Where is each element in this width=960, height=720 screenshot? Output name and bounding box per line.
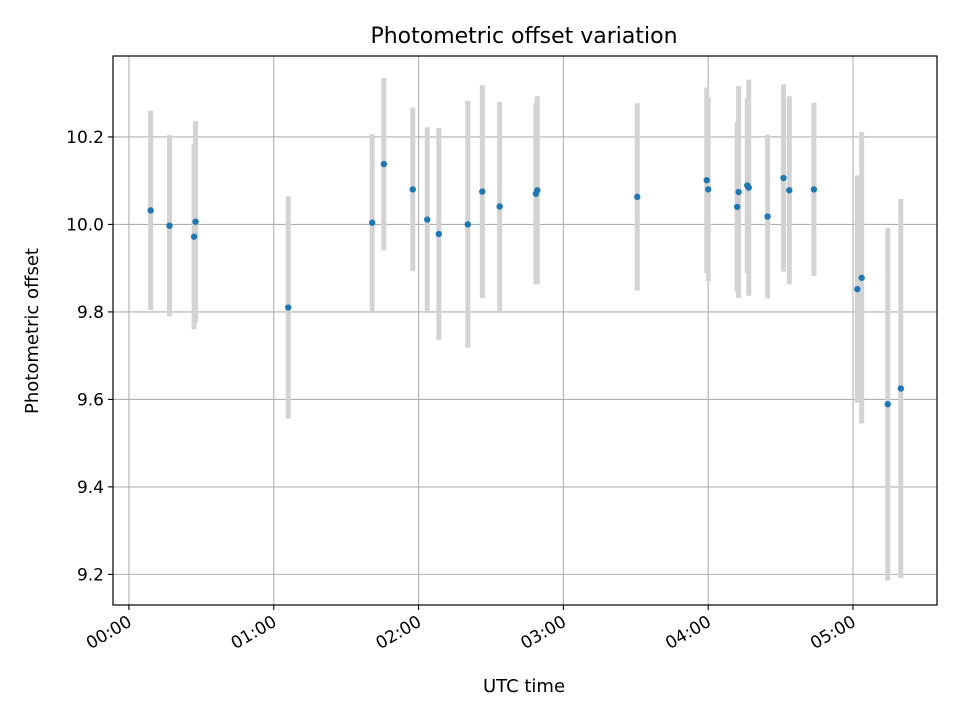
data-point <box>703 177 710 184</box>
data-point <box>192 218 199 225</box>
data-point <box>634 193 641 201</box>
x-axis-label: UTC time <box>483 676 565 697</box>
data-point <box>409 186 416 193</box>
data-point <box>786 187 793 194</box>
data-point <box>704 186 712 193</box>
y-axis-label: Photometric offset <box>22 248 43 414</box>
data-point <box>733 203 741 211</box>
y-tick-label: 9.8 <box>77 303 104 323</box>
data-point <box>858 274 865 281</box>
data-point <box>479 188 486 195</box>
y-tick-label: 9.6 <box>77 390 104 410</box>
data-point <box>190 233 198 240</box>
grid-layer <box>113 56 937 605</box>
data-point <box>897 385 904 392</box>
data-point <box>884 401 891 408</box>
data-point <box>435 230 443 238</box>
data-point <box>810 186 818 193</box>
data-point <box>380 160 388 168</box>
data-point <box>764 213 771 220</box>
y-tick-label: 10.0 <box>66 215 104 235</box>
data-point <box>496 203 503 210</box>
y-tick-label: 9.4 <box>77 478 104 498</box>
data-point <box>166 222 173 229</box>
y-tick-label: 9.2 <box>77 565 104 585</box>
data-point <box>780 174 787 182</box>
data-point <box>369 219 376 226</box>
point-layer <box>147 160 904 408</box>
data-point <box>735 188 742 196</box>
data-point <box>534 187 541 194</box>
data-point <box>854 285 861 293</box>
chart-title: Photometric offset variation <box>370 24 677 49</box>
data-point <box>424 216 431 223</box>
data-point <box>147 207 154 214</box>
data-point <box>745 184 752 191</box>
data-point <box>464 221 471 228</box>
plot-frame <box>112 55 938 606</box>
y-tick-label: 10.2 <box>66 128 104 148</box>
data-point <box>285 304 292 311</box>
